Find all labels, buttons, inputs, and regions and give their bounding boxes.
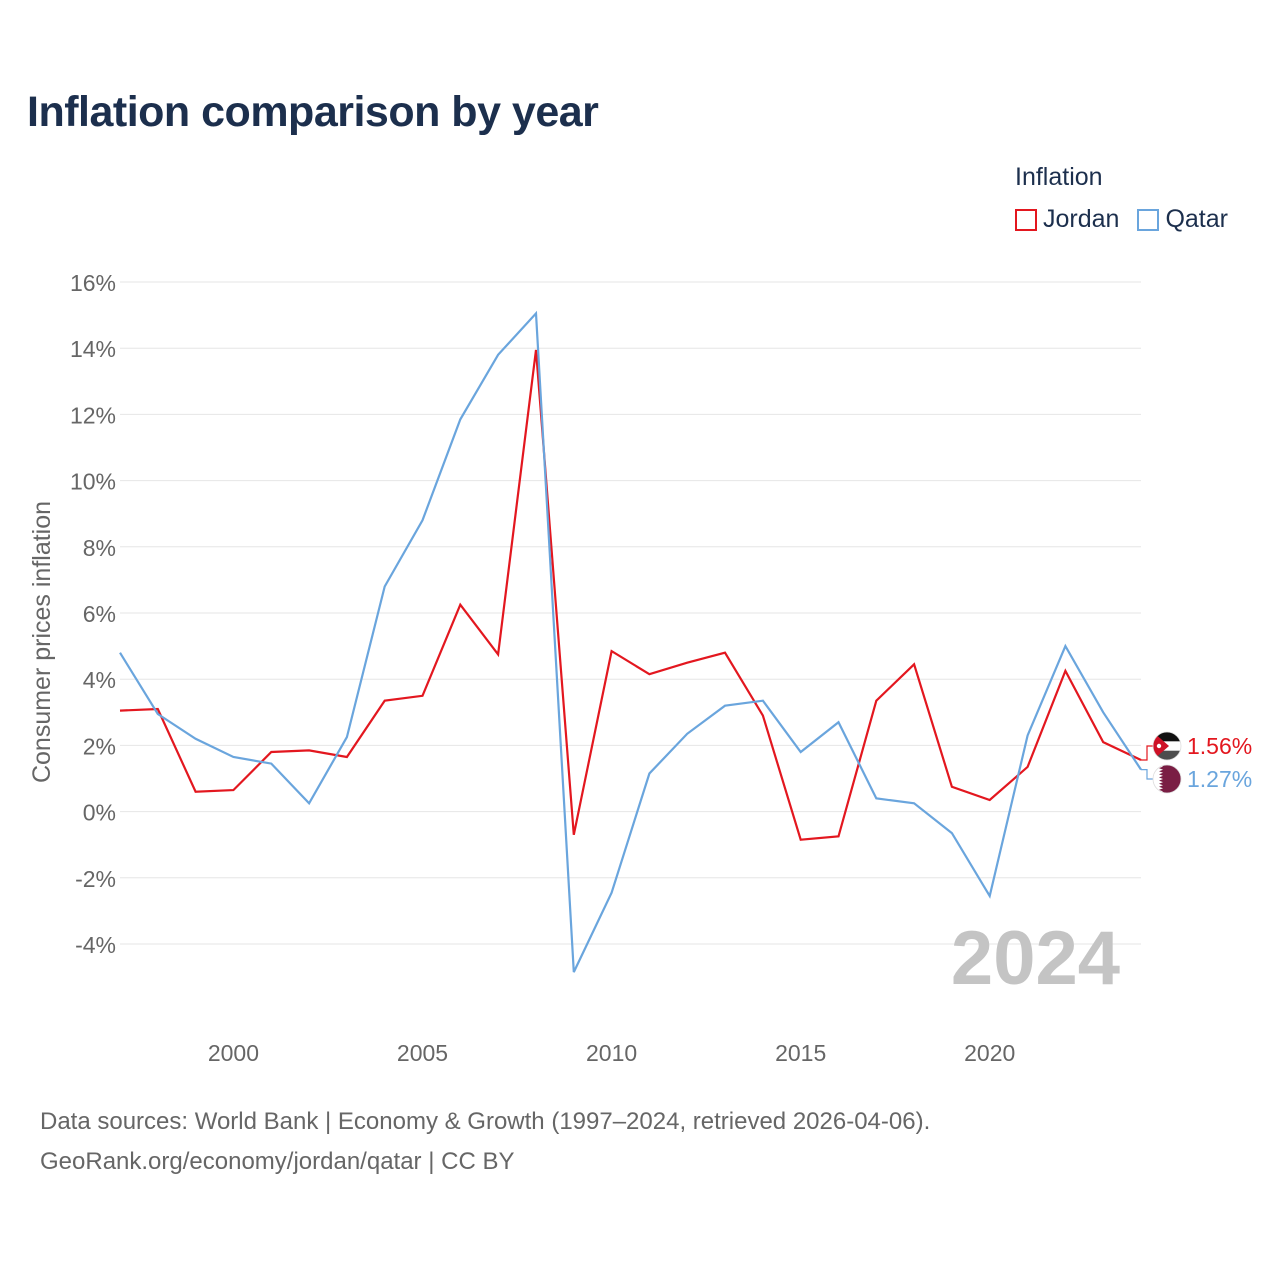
- end-label-qatar: 1.27%: [1187, 766, 1252, 792]
- legend-swatch-jordan: [1015, 208, 1037, 231]
- x-axis-ticks: 2000 2005 2010 2015 2020: [208, 1040, 1015, 1066]
- y-tick-label: 12%: [70, 402, 116, 428]
- legend-item-qatar[interactable]: Qatar: [1137, 205, 1228, 234]
- legend-swatch-qatar: [1137, 208, 1160, 231]
- flag-body: [1153, 765, 1181, 793]
- flag-outline: [1152, 731, 1182, 761]
- y-tick-label: 16%: [70, 270, 116, 296]
- year-watermark: 2024: [951, 916, 1120, 1001]
- grid-lines: [120, 281, 1141, 945]
- end-connector-qatar: [1141, 768, 1153, 780]
- qatar-flag-icon: [1152, 764, 1182, 794]
- y-tick-label: 6%: [83, 601, 116, 627]
- y-tick-label: 14%: [70, 336, 116, 362]
- y-tick-label: 0%: [83, 800, 116, 826]
- legend-label-jordan: Jordan: [1043, 205, 1120, 233]
- series-line-qatar: [119, 310, 1142, 973]
- flag-outline: [1152, 764, 1182, 794]
- footer-source: Data sources: World Bank | Economy & Gro…: [40, 1108, 931, 1135]
- flag-serrated-band: [1153, 765, 1163, 793]
- end-connector-jordan: [1141, 745, 1153, 761]
- flag-body: [1153, 732, 1181, 760]
- footer-link: GeoRank.org/economy/jordan/qatar | CC BY: [40, 1148, 515, 1175]
- jordan-flag-icon: [1152, 731, 1182, 761]
- end-labels: 1.56% 1.27%: [1141, 731, 1252, 794]
- y-tick-label: 4%: [83, 667, 116, 693]
- legend-title: Inflation: [1015, 163, 1103, 191]
- end-label-jordan: 1.56%: [1187, 733, 1252, 759]
- chart-title: Inflation comparison by year: [27, 88, 599, 136]
- flag-star: [1156, 743, 1162, 749]
- y-tick-label: -4%: [75, 932, 116, 958]
- y-tick-label: 2%: [83, 733, 116, 759]
- series-lines: [119, 310, 1142, 973]
- legend-item-jordan[interactable]: Jordan: [1015, 205, 1119, 234]
- flag-stripe-black: [1153, 732, 1181, 742]
- y-tick-label: -2%: [75, 866, 116, 892]
- legend: Jordan Qatar: [1015, 205, 1246, 234]
- y-axis-ticks: 16% 14% 12% 10% 8% 6% 4% 2% 0% -2% -4%: [70, 270, 116, 958]
- flag-stripe-grey: [1153, 750, 1181, 760]
- series-line-jordan: [119, 349, 1142, 841]
- y-tick-label: 10%: [70, 469, 116, 495]
- legend-label-qatar: Qatar: [1165, 205, 1228, 233]
- y-tick-label: 8%: [83, 535, 116, 561]
- y-axis-label: Consumer prices inflation: [28, 501, 56, 783]
- x-tick-label: 2015: [775, 1040, 826, 1066]
- x-tick-label: 2020: [964, 1040, 1015, 1066]
- x-tick-label: 2005: [397, 1040, 448, 1066]
- x-tick-label: 2000: [208, 1040, 259, 1066]
- x-tick-label: 2010: [586, 1040, 637, 1066]
- line-chart: 16% 14% 12% 10% 8% 6% 4% 2% 0% -2% -4% 2000 2005 201…: [28, 270, 1252, 1066]
